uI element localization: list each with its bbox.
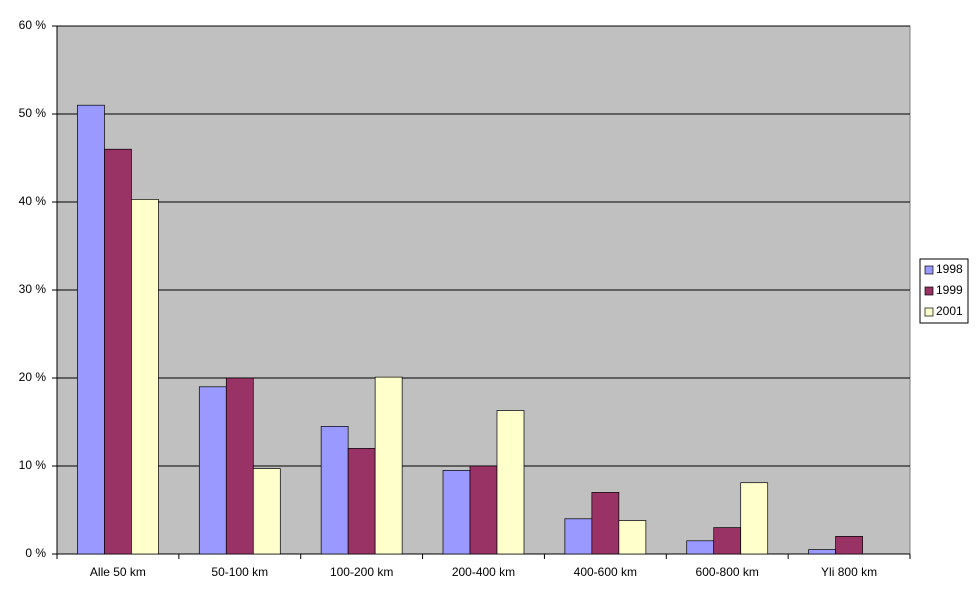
x-tick-label: Alle 50 km [90, 565, 146, 579]
legend-swatch [924, 286, 934, 296]
x-tick-label: 50-100 km [211, 565, 268, 579]
bar [225, 377, 254, 555]
bar [808, 549, 836, 555]
bar [252, 468, 281, 555]
x-tick-label: 200-400 km [452, 565, 515, 579]
x-tick-label: 400-600 km [574, 565, 637, 579]
bar [131, 199, 159, 555]
legend-label: 1999 [936, 283, 963, 297]
bar [347, 448, 376, 555]
y-tick-label: 10 % [19, 458, 47, 472]
bar [740, 482, 769, 555]
y-tick-label: 20 % [19, 370, 47, 384]
legend-label: 2001 [936, 304, 963, 318]
bar [618, 520, 647, 555]
bar [564, 518, 593, 555]
legend-swatch [924, 307, 934, 317]
y-tick-label: 30 % [19, 282, 47, 296]
bar [591, 492, 620, 555]
bar [686, 540, 715, 555]
bar [77, 104, 105, 555]
bar [104, 148, 132, 555]
bar [374, 376, 403, 555]
x-tick-label: 600-800 km [696, 565, 759, 579]
y-tick-label: 0 % [25, 546, 46, 560]
y-tick-label: 50 % [19, 106, 47, 120]
bar [496, 410, 525, 555]
bar [320, 426, 349, 555]
legend-swatch [924, 265, 934, 275]
y-tick-label: 40 % [19, 194, 47, 208]
bar [198, 386, 227, 555]
legend-label: 1998 [936, 262, 963, 276]
bar [442, 470, 471, 555]
x-tick-label: Yli 800 km [821, 565, 877, 579]
bar [835, 536, 863, 555]
bar [713, 527, 742, 555]
x-tick-label: 100-200 km [330, 565, 393, 579]
bar [469, 465, 498, 555]
y-tick-label: 60 % [19, 18, 47, 32]
